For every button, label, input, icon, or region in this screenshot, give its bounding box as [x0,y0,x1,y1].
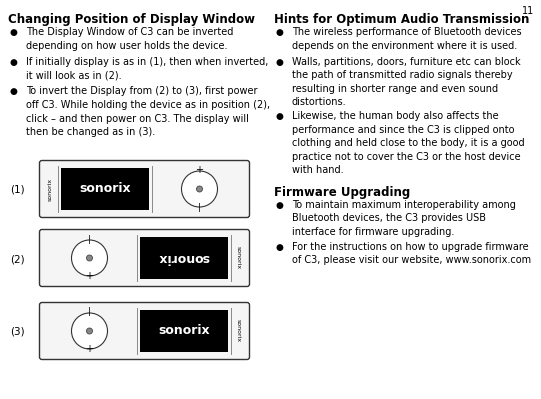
Text: sonorix: sonorix [158,251,210,265]
Text: Changing Position of Display Window: Changing Position of Display Window [8,13,255,26]
Circle shape [71,240,108,276]
Text: Walls, partitions, doors, furniture etc can block
the path of transmitted radio : Walls, partitions, doors, furniture etc … [292,57,520,107]
Bar [140,237,228,279]
Bar [140,310,228,352]
FancyBboxPatch shape [39,302,249,359]
Text: ●: ● [275,243,283,251]
Text: +: + [195,165,203,175]
Text: sonorix: sonorix [79,182,131,196]
Text: The wireless performance of Bluetooth devices
depends on the environment where i: The wireless performance of Bluetooth de… [292,27,522,51]
Bar [61,168,149,210]
Text: |: | [88,308,91,316]
Text: (1): (1) [10,185,25,195]
FancyBboxPatch shape [39,160,249,217]
Circle shape [87,255,93,261]
Circle shape [71,313,108,349]
Text: (2): (2) [10,254,25,264]
Text: (3): (3) [10,327,25,337]
Circle shape [87,328,93,334]
Text: ●: ● [275,201,283,209]
Text: ●: ● [9,28,17,37]
Text: ●: ● [9,57,17,67]
Text: sonorix: sonorix [158,324,210,338]
Text: ●: ● [275,57,283,67]
Text: 11: 11 [522,6,534,16]
Text: sonorix: sonorix [236,247,241,270]
Text: Hints for Optimum Audio Transmission: Hints for Optimum Audio Transmission [274,13,530,26]
Text: +: + [85,271,94,281]
Text: sonorix: sonorix [48,178,53,201]
FancyBboxPatch shape [39,229,249,286]
Text: To invert the Display from (2) to (3), first power
off C3. While holding the dev: To invert the Display from (2) to (3), f… [26,86,270,137]
Text: For the instructions on how to upgrade firmware
of C3, please visit our website,: For the instructions on how to upgrade f… [292,241,531,265]
Text: Likewise, the human body also affects the
performance and since the C3 is clippe: Likewise, the human body also affects th… [292,111,525,175]
Text: ●: ● [9,87,17,96]
Text: Firmware Upgrading: Firmware Upgrading [274,186,410,199]
Text: ●: ● [275,28,283,37]
Text: +: + [85,344,94,354]
Text: ●: ● [275,112,283,121]
Text: |: | [88,235,91,243]
Text: To maintain maximum interoperability among
Bluetooth devices, the C3 provides US: To maintain maximum interoperability amo… [292,200,516,237]
Text: If initially display is as in (1), then when inverted,
it will look as in (2).: If initially display is as in (1), then … [26,57,268,80]
Circle shape [181,171,217,207]
Text: sonorix: sonorix [236,320,241,343]
Text: |: | [198,203,201,211]
Circle shape [196,186,202,192]
Text: The Display Window of C3 can be inverted
depending on how user holds the device.: The Display Window of C3 can be inverted… [26,27,233,51]
